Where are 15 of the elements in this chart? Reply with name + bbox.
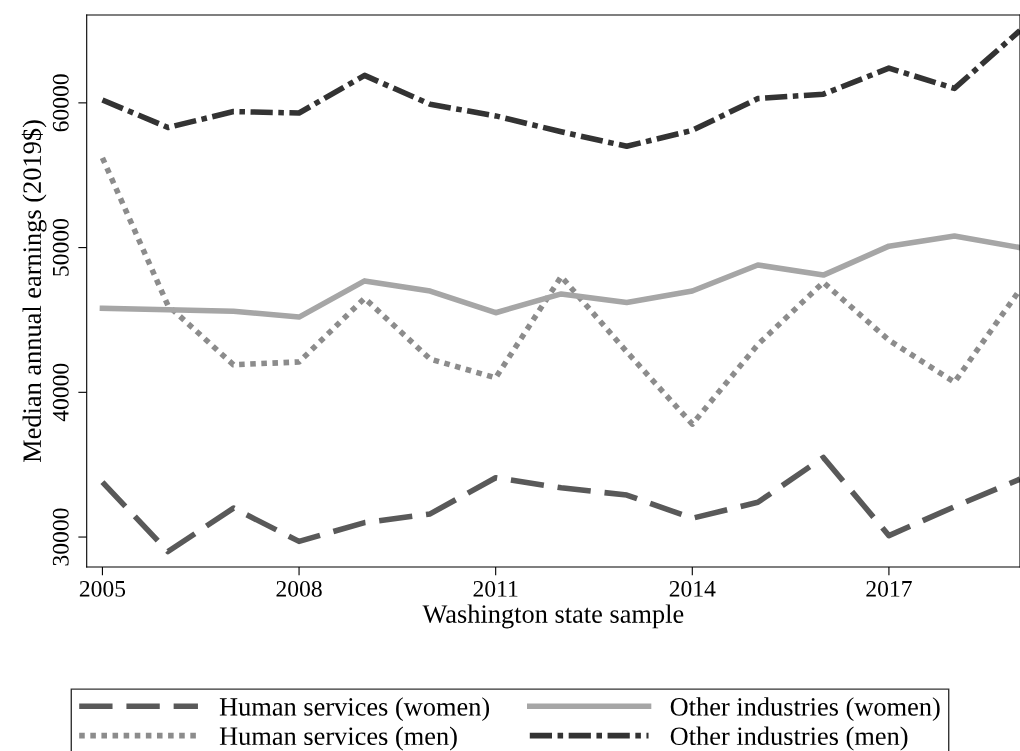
legend-label: Human services (women) bbox=[219, 697, 490, 722]
x-tick-label: 2005 bbox=[79, 580, 126, 597]
x-axis-title: Washington state sample bbox=[422, 604, 684, 629]
y-tick-label: 40000 bbox=[52, 363, 69, 422]
x-tick-label: 2014 bbox=[669, 580, 716, 597]
y-tick-label: 30000 bbox=[52, 508, 69, 566]
legend-label: Other industries (women) bbox=[670, 697, 940, 722]
x-tick-label: 2017 bbox=[866, 580, 912, 597]
y-tick-label: 60000 bbox=[52, 74, 69, 132]
x-tick-label: 2008 bbox=[276, 580, 322, 597]
y-tick-label: 50000 bbox=[52, 218, 69, 276]
x-tick-label: 2011 bbox=[473, 580, 518, 597]
y-axis-title: Median annual earnings (2019$) bbox=[21, 120, 47, 463]
legend-label: Human services (men) bbox=[219, 726, 457, 751]
legend-label: Other industries (men) bbox=[670, 726, 908, 751]
